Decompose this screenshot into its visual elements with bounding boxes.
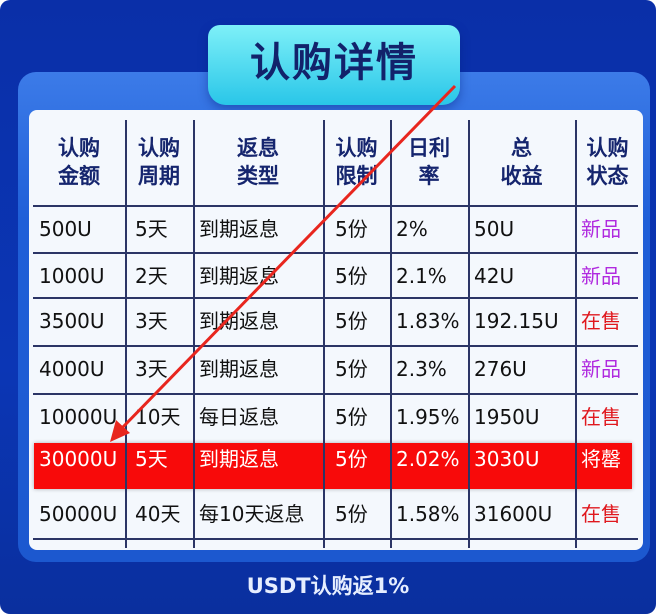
cell-total: 50U [474,217,515,241]
cell-type: 每日返息 [199,405,279,429]
cell-amount: 3500U [39,309,105,333]
cell-type: 到期返息 [199,447,279,471]
cell-rate: 2.1% [396,264,447,288]
cell-rate: 2.3% [396,357,447,381]
cell-type: 到期返息 [199,309,279,333]
cell-rate: 1.83% [396,309,460,333]
cell-rate: 2.02% [396,447,460,471]
column-header: 返息 类型 [237,136,279,188]
cell-total: 31600U [474,502,553,526]
cell-amount: 1000U [39,264,105,288]
footer-text: USDT认购返1% [246,574,410,598]
cell-total: 192.15U [474,309,559,333]
cell-status: 新品 [581,357,621,381]
cell-status: 在售 [581,405,621,429]
cell-period: 5天 [135,447,168,471]
cell-status: 新品 [581,264,621,288]
cell-limit: 5份 [335,264,368,288]
cell-total: 276U [474,357,527,381]
cell-amount: 50000U [39,502,118,526]
column-divider [125,120,127,548]
cell-limit: 5份 [335,405,368,429]
cell-amount: 10000U [39,405,118,429]
page-title: 认购详情 [250,40,418,86]
cell-amount: 30000U [39,447,118,471]
row-divider [33,345,638,347]
title-tab [208,25,460,105]
cell-rate: 2% [396,217,428,241]
cell-period: 3天 [135,357,168,381]
cell-type: 到期返息 [199,264,279,288]
column-divider [323,120,325,548]
cell-amount: 500U [39,217,92,241]
cell-amount: 4000U [39,357,105,381]
column-header: 认购 限制 [335,136,378,188]
cell-status: 将罄 [581,447,621,471]
cell-rate: 1.58% [396,502,460,526]
cell-period: 5天 [135,217,168,241]
cell-limit: 5份 [335,447,368,471]
column-divider [575,120,577,548]
column-divider [193,120,195,548]
row-divider [33,393,638,395]
cell-type: 到期返息 [199,357,279,381]
column-divider [390,120,392,548]
cell-rate: 1.95% [396,405,460,429]
row-divider [33,205,638,207]
cell-total: 42U [474,264,515,288]
cell-total: 1950U [474,405,540,429]
cell-limit: 5份 [335,502,368,526]
column-header: 认购 状态 [586,136,629,188]
row-divider [33,252,638,254]
cell-type: 每10天返息 [199,502,305,526]
row-divider [33,297,638,299]
cell-status: 新品 [581,217,621,241]
cell-status: 在售 [581,309,621,333]
highlighted-row [34,443,632,489]
cell-limit: 5份 [335,217,368,241]
row-divider [33,538,638,540]
column-header: 认购 金额 [58,136,100,188]
cell-type: 到期返息 [199,217,279,241]
cell-period: 2天 [135,264,168,288]
column-header: 日利 率 [408,136,450,188]
cell-period: 40天 [135,502,181,526]
cell-total: 3030U [474,447,540,471]
cell-limit: 5份 [335,309,368,333]
cell-status: 在售 [581,502,621,526]
cell-period: 3天 [135,309,168,333]
column-header: 总 收益 [500,136,543,188]
column-header: 认购 周期 [138,136,180,188]
cell-limit: 5份 [335,357,368,381]
column-divider [468,120,470,548]
